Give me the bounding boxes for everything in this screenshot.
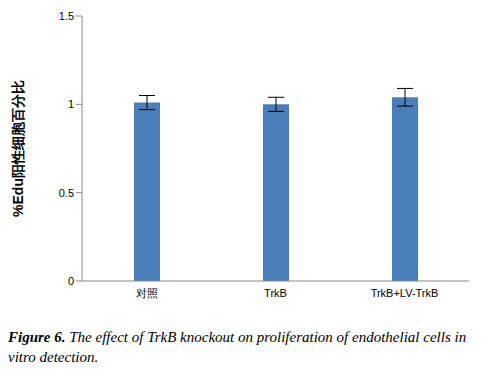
svg-text:TrkB+LV-TrkB: TrkB+LV-TrkB	[371, 287, 439, 299]
svg-text:1.5: 1.5	[59, 10, 74, 22]
svg-text:1: 1	[68, 98, 74, 110]
svg-text:0.5: 0.5	[59, 187, 74, 199]
svg-text:0: 0	[68, 275, 74, 287]
svg-text:TrkB: TrkB	[264, 287, 287, 299]
svg-text:对照: 对照	[136, 287, 158, 299]
html-text:Figure 6. The effect of TrkB k: Figure 6. The effect of TrkB knockout on…	[8, 329, 467, 365]
svg-text:%Edu阳性细胞百分比: %Edu阳性细胞百分比	[10, 80, 26, 217]
